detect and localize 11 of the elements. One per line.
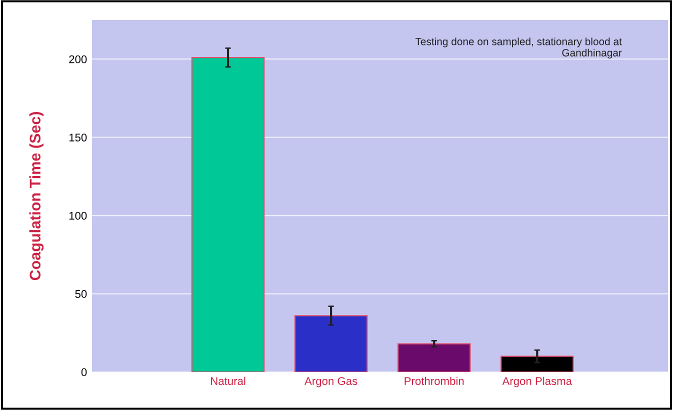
annotation: Testing done on sampled, stationary blood at Gandhinagar bbox=[415, 38, 622, 59]
y-axis-title: Coagulation Time (Sec) bbox=[29, 112, 44, 280]
x-tick-label: Argon Plasma bbox=[502, 376, 572, 388]
x-tick-label: Argon Gas bbox=[304, 377, 358, 388]
y-tick-label: 100 bbox=[69, 212, 87, 220]
x-tick-label: Natural bbox=[211, 376, 246, 386]
y-tick-label: 0 bbox=[81, 368, 87, 376]
x-tick-label: Prothrombin bbox=[404, 376, 464, 386]
y-tick-label: 150 bbox=[69, 134, 87, 142]
y-tick-label: 50 bbox=[75, 290, 87, 298]
y-tick-label: 200 bbox=[69, 55, 87, 64]
